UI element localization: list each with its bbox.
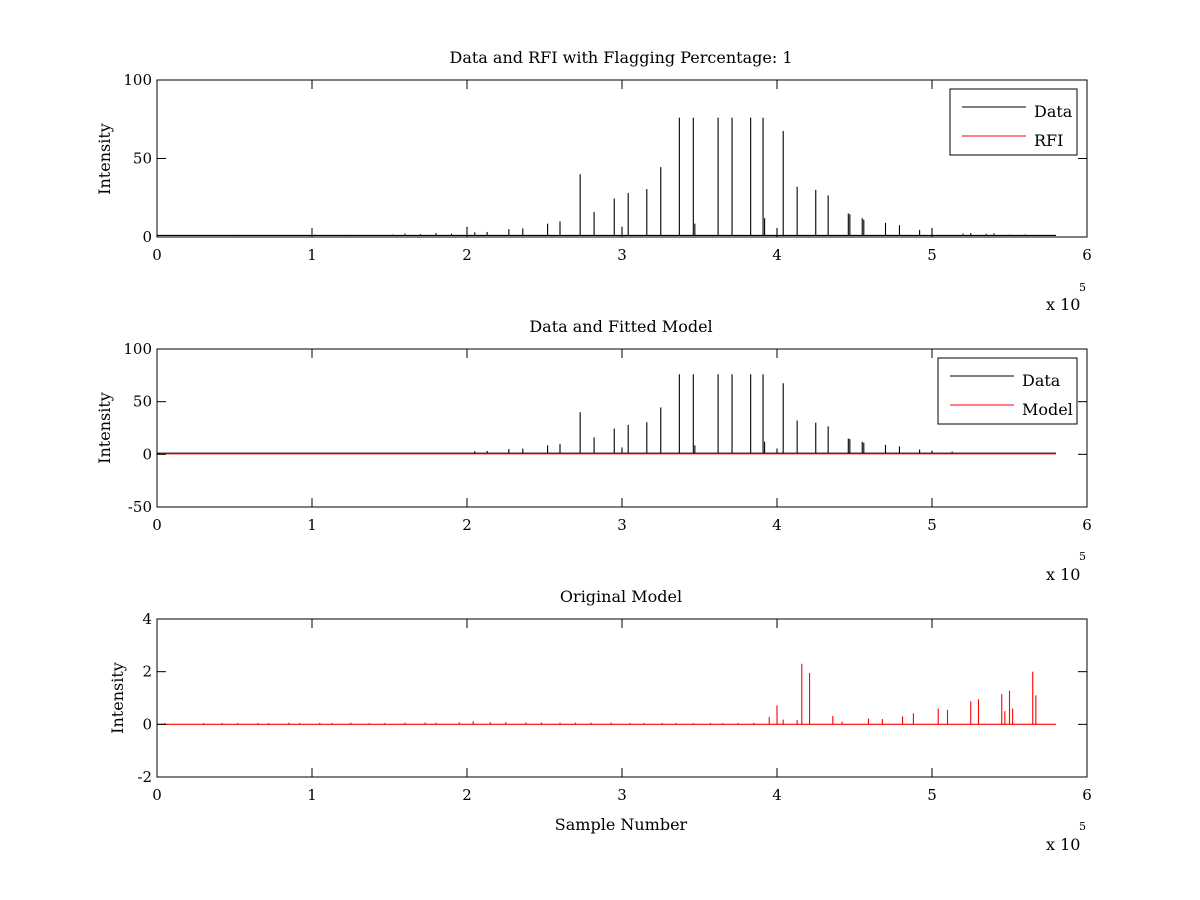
subplot-3-title: Original Model bbox=[560, 587, 682, 606]
x-tick-label-2-2: 2 bbox=[462, 786, 472, 804]
subplot-data-model: Data and Fitted Model Intensity 0 1 2 3 4 5 6 -… bbox=[95, 317, 1092, 584]
x-tick-label-1-6: 6 bbox=[1082, 516, 1092, 534]
x-tick-label-1-1: 1 bbox=[307, 516, 317, 534]
y-tick-label-1-2: 50 bbox=[133, 393, 152, 411]
y-tick-label-1-1: 0 bbox=[142, 445, 152, 463]
subplot-original-model: Original Model Intensity Sample Number 0… bbox=[108, 587, 1092, 854]
x-tick-label-1-2: 2 bbox=[462, 516, 472, 534]
x-tick-label-2-6: 6 bbox=[1082, 786, 1092, 804]
y-tick-label-1-0: -50 bbox=[128, 498, 152, 516]
x-tick-label-2-5: 5 bbox=[927, 786, 937, 804]
subplot-data-rfi: Data and RFI with Flagging Percentage: 1… bbox=[95, 48, 1092, 314]
x-tick-label-2-1: 1 bbox=[307, 786, 317, 804]
x-tick-label-2-4: 4 bbox=[772, 786, 782, 804]
subplot-3-x-multiplier: x 10 5 bbox=[1046, 820, 1086, 854]
legend-2-data-label: Data bbox=[1022, 371, 1061, 390]
x-multiplier-1-exp: 5 bbox=[1079, 281, 1086, 294]
legend-2-model-label: Model bbox=[1022, 400, 1073, 419]
subplot-1-plot-area: 0 1 2 3 4 5 6 0 50 100 bbox=[123, 71, 1091, 264]
y-tick-label-0-1: 50 bbox=[133, 150, 152, 168]
subplot-3-ylabel: Intensity bbox=[108, 662, 127, 734]
x-tick-label-0-0: 0 bbox=[152, 246, 162, 264]
x-multiplier-3-base: x 10 bbox=[1046, 835, 1080, 854]
subplot-1-legend: Data RFI bbox=[949, 88, 1078, 156]
y-tick-label-0-2: 100 bbox=[123, 71, 152, 89]
subplot-1-x-multiplier: x 10 5 bbox=[1046, 281, 1086, 314]
subplot-1-ylabel: Intensity bbox=[95, 123, 114, 195]
y-tick-label-0-0: 0 bbox=[142, 228, 152, 246]
x-tick-label-1-4: 4 bbox=[772, 516, 782, 534]
x-multiplier-2-exp: 5 bbox=[1079, 550, 1086, 563]
x-tick-label-0-5: 5 bbox=[927, 246, 937, 264]
x-multiplier-1-base: x 10 bbox=[1046, 295, 1080, 314]
x-multiplier-3-exp: 5 bbox=[1079, 820, 1086, 833]
subplot-2-legend: Data Model bbox=[937, 357, 1078, 425]
y-tick-label-2-2: 2 bbox=[142, 663, 152, 681]
x-tick-label-0-1: 1 bbox=[307, 246, 317, 264]
x-tick-label-2-3: 3 bbox=[617, 786, 627, 804]
legend-1-box bbox=[949, 88, 1078, 156]
x-tick-label-1-3: 3 bbox=[617, 516, 627, 534]
y-tick-label-2-3: 4 bbox=[142, 610, 152, 628]
y-tick-label-2-1: 0 bbox=[142, 715, 152, 733]
x-multiplier-2-base: x 10 bbox=[1046, 565, 1080, 584]
subplot-2-x-multiplier: x 10 5 bbox=[1046, 550, 1086, 584]
x-tick-label-1-5: 5 bbox=[927, 516, 937, 534]
y-tick-label-1-3: 100 bbox=[123, 340, 152, 358]
x-tick-label-1-0: 0 bbox=[152, 516, 162, 534]
x-tick-label-0-4: 4 bbox=[772, 246, 782, 264]
subplot-3-xlabel: Sample Number bbox=[555, 815, 688, 834]
x-tick-label-0-6: 6 bbox=[1082, 246, 1092, 264]
x-tick-label-0-3: 3 bbox=[617, 246, 627, 264]
subplot-1-title: Data and RFI with Flagging Percentage: 1 bbox=[449, 48, 792, 67]
x-tick-label-0-2: 2 bbox=[462, 246, 472, 264]
legend-2-box bbox=[937, 357, 1078, 425]
x-tick-label-2-0: 0 bbox=[152, 786, 162, 804]
legend-1-data-label: Data bbox=[1034, 102, 1073, 121]
legend-1-rfi-label: RFI bbox=[1034, 131, 1063, 150]
subplot-2-title: Data and Fitted Model bbox=[529, 317, 712, 336]
y-tick-label-2-0: -2 bbox=[137, 768, 152, 786]
subplot-2-ylabel: Intensity bbox=[95, 392, 114, 464]
